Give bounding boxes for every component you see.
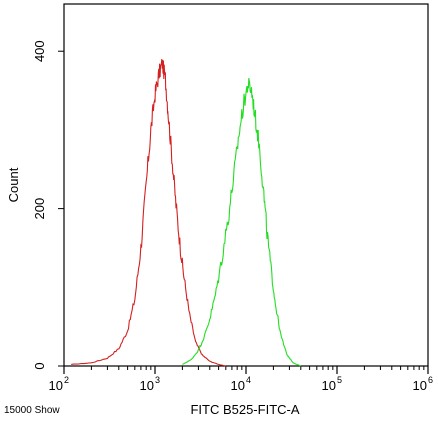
y-axis-title: Count [6, 167, 21, 202]
y-tick-label: 200 [32, 198, 47, 220]
series-line-1 [71, 58, 226, 367]
histogram-series [71, 58, 302, 367]
y-tick-label: 0 [32, 362, 47, 369]
x-tick-exponent: 3 [155, 375, 160, 385]
x-tick-exponent: 2 [64, 375, 69, 385]
x-tick-label: 10 [322, 378, 336, 393]
x-axis: 10 2 10 3 10 4 10 5 10 6 [49, 366, 433, 393]
y-axis: 0 200 400 [32, 40, 64, 370]
event-count-note: 15000 Show [4, 405, 60, 416]
x-tick-label: 10 [49, 378, 63, 393]
x-tick-exponent: 4 [246, 375, 251, 385]
x-tick-label: 10 [231, 378, 245, 393]
x-axis-title: FITC B525-FITC-A [190, 402, 299, 417]
series-line-2 [182, 78, 302, 367]
x-tick-exponent: 6 [428, 375, 433, 385]
y-tick-label: 400 [32, 40, 47, 62]
x-tick-label: 10 [140, 378, 154, 393]
x-tick-label: 10 [413, 378, 427, 393]
x-tick-exponent: 5 [337, 375, 342, 385]
plot-frame [63, 3, 429, 367]
